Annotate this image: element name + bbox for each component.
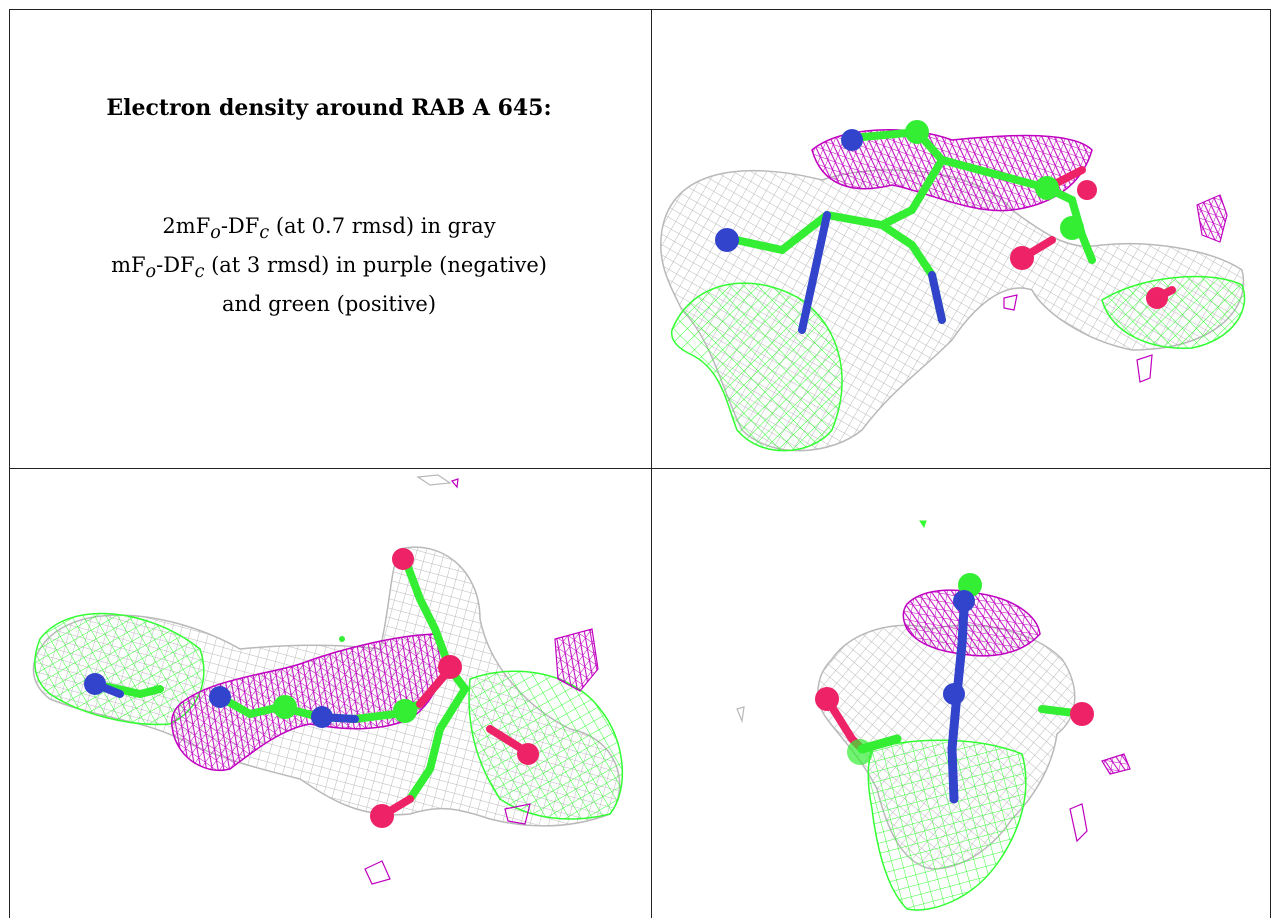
density-render-2 <box>32 474 624 885</box>
green-mesh <box>919 520 927 529</box>
view-bottom-left <box>10 469 651 918</box>
table-border-left <box>9 9 10 918</box>
purple-mesh <box>1136 354 1153 383</box>
ball-and-stick-model <box>723 127 1176 334</box>
purple-mesh <box>504 803 531 825</box>
oxygen-atom <box>1146 287 1168 309</box>
text: -DF <box>220 214 260 238</box>
green-mesh <box>1101 275 1246 349</box>
purple-mesh <box>1101 753 1131 775</box>
text: -DF <box>156 253 195 278</box>
purple-mesh <box>364 860 391 885</box>
purple-mesh <box>1196 194 1228 243</box>
subscript-o: o <box>210 223 221 244</box>
oxygen-atom <box>392 548 414 570</box>
oxygen-atom <box>370 804 394 828</box>
green-mesh <box>867 739 1027 911</box>
text: (at 0.7 rmsd) in gray <box>269 214 496 238</box>
gray-mesh <box>416 474 452 486</box>
view-top-right <box>652 10 1270 468</box>
caption-line-fo: mFo-DFc (at 3 rmsd) in purple (negative) <box>8 249 650 288</box>
nitrogen-atom <box>209 686 231 708</box>
carbon-atom <box>1060 216 1084 240</box>
table-border-center <box>651 9 652 918</box>
nitrogen-atom <box>953 590 975 612</box>
caption-legend: 2mFo-DFc (at 0.7 rmsd) in gray mFo-DFc (… <box>8 210 650 320</box>
gray-mesh <box>736 706 745 724</box>
table-border-top <box>9 9 1271 10</box>
oxygen-atom <box>1077 180 1097 200</box>
caption-line-2fo: 2mFo-DFc (at 0.7 rmsd) in gray <box>8 210 650 249</box>
nitrogen-atom <box>84 673 106 695</box>
caption-title: Electron density around RAB A 645: <box>106 95 552 121</box>
purple-mesh <box>1003 294 1018 311</box>
view-bottom-right <box>652 469 1270 918</box>
carbon-atom <box>847 739 873 765</box>
nitrogen-atom <box>715 228 739 252</box>
nitrogen-atom <box>841 129 863 151</box>
purple-mesh <box>450 478 459 489</box>
subscript-o: o <box>145 262 157 283</box>
carbon-atom <box>273 695 297 719</box>
table-border-middle <box>9 468 1271 469</box>
oxygen-atom <box>815 687 839 711</box>
purple-mesh <box>1069 803 1088 843</box>
text: (at 3 rmsd) in purple (negative) <box>204 253 547 278</box>
purple-mesh <box>554 628 599 692</box>
text: mF <box>111 253 146 278</box>
oxygen-atom <box>1010 246 1034 270</box>
nitrogen-atom <box>311 706 333 728</box>
nitrogen-atom <box>943 683 965 705</box>
carbon-atom <box>393 699 417 723</box>
caption-cell: Electron density around RAB A 645: 2mFo-… <box>8 10 650 465</box>
green-speck <box>339 636 345 642</box>
subscript-c: c <box>194 262 205 283</box>
oxygen-atom <box>517 743 539 765</box>
density-render-1 <box>659 120 1246 452</box>
text: 2mF <box>162 214 211 238</box>
carbon-atom <box>905 120 929 144</box>
caption-line-3: and green (positive) <box>221 292 437 317</box>
subscript-c: c <box>259 223 270 244</box>
table-border-right <box>1270 9 1271 918</box>
density-render-3 <box>736 520 1131 911</box>
carbon-atom <box>1035 176 1059 200</box>
oxygen-atom <box>438 655 462 679</box>
oxygen-atom <box>1070 702 1094 726</box>
